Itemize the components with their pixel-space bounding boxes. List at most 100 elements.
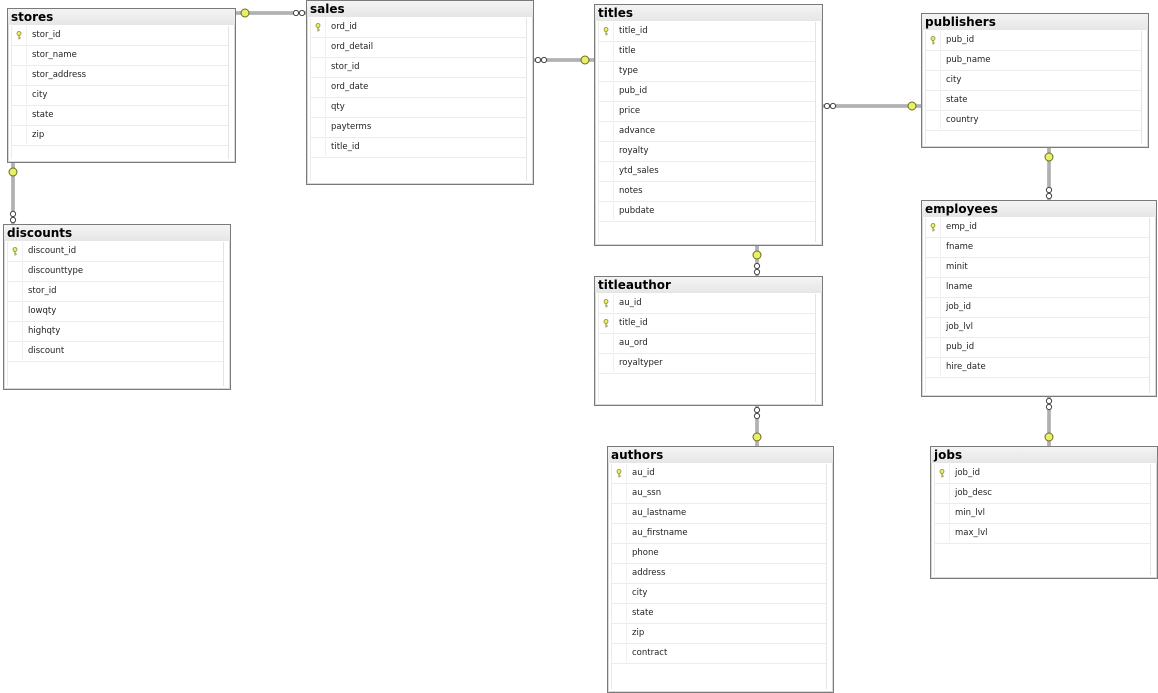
table-title[interactable]: stores [8,9,235,25]
table-title[interactable]: jobs [931,447,1157,463]
row-selector[interactable] [599,42,614,60]
column-row[interactable]: title_id [599,314,815,334]
column-row[interactable]: au_ord [599,334,815,354]
column-row[interactable]: state [926,91,1141,111]
column-row[interactable]: payterms [311,118,526,138]
row-selector[interactable] [599,314,614,332]
column-row[interactable]: address [612,564,826,584]
column-row[interactable]: job_lvl [926,318,1149,338]
row-selector[interactable] [599,122,614,140]
row-selector[interactable] [8,262,23,280]
row-selector[interactable] [599,82,614,100]
column-row[interactable]: title [599,42,815,62]
table-title[interactable]: discounts [4,225,230,241]
row-selector[interactable] [926,258,941,276]
row-selector[interactable] [926,318,941,336]
row-selector[interactable] [926,91,941,109]
row-selector[interactable] [599,334,614,352]
column-row[interactable]: type [599,62,815,82]
row-selector[interactable] [311,78,326,96]
column-row[interactable]: title_id [599,22,815,42]
row-selector[interactable] [599,182,614,200]
row-selector[interactable] [926,278,941,296]
column-row[interactable]: zip [612,624,826,644]
column-row[interactable]: highqty [8,322,223,342]
relationship-authors-titleauthor[interactable] [752,406,762,446]
row-selector[interactable] [599,22,614,40]
column-row[interactable]: pub_id [926,338,1149,358]
row-selector[interactable] [612,624,627,642]
column-row[interactable]: job_id [926,298,1149,318]
column-row[interactable]: country [926,111,1141,131]
row-selector[interactable] [935,524,950,542]
row-selector[interactable] [612,464,627,482]
row-selector[interactable] [8,282,23,300]
column-row[interactable]: state [12,106,228,126]
column-row[interactable]: city [612,584,826,604]
row-selector[interactable] [599,102,614,120]
row-selector[interactable] [8,322,23,340]
column-row[interactable]: max_lvl [935,524,1150,544]
row-selector[interactable] [599,162,614,180]
column-row[interactable]: ytd_sales [599,162,815,182]
table-titleauthor[interactable]: titleauthor au_id title_id au_ord royaltyper [594,276,823,406]
row-selector[interactable] [12,126,27,144]
column-row[interactable]: discount_id [8,242,223,262]
row-selector[interactable] [926,218,941,236]
column-row[interactable]: ord_id [311,18,526,38]
column-row[interactable]: lowqty [8,302,223,322]
row-selector[interactable] [311,98,326,116]
row-selector[interactable] [612,504,627,522]
table-sales[interactable]: sales ord_id ord_detail stor_id ord_date qty p… [306,0,534,185]
column-row[interactable]: minit [926,258,1149,278]
row-selector[interactable] [926,71,941,89]
column-row[interactable]: stor_address [12,66,228,86]
column-row[interactable]: au_id [612,464,826,484]
column-row[interactable]: pub_id [599,82,815,102]
column-row[interactable]: min_lvl [935,504,1150,524]
row-selector[interactable] [926,51,941,69]
row-selector[interactable] [8,342,23,360]
relationship-jobs-employees[interactable] [1044,397,1054,446]
row-selector[interactable] [8,302,23,320]
column-row[interactable]: au_lastname [612,504,826,524]
column-row[interactable]: title_id [311,138,526,158]
row-selector[interactable] [311,38,326,56]
column-row[interactable]: zip [12,126,228,146]
row-selector[interactable] [612,644,627,662]
column-row[interactable]: phone [612,544,826,564]
relationship-titles-sales[interactable] [534,55,594,65]
column-row[interactable]: job_desc [935,484,1150,504]
table-employees[interactable]: employees emp_id fname minit lname job_id job_… [921,200,1157,397]
table-title[interactable]: publishers [922,14,1148,30]
row-selector[interactable] [612,604,627,622]
relationship-publishers-titles[interactable] [823,101,921,111]
column-row[interactable]: city [926,71,1141,91]
column-row[interactable]: au_ssn [612,484,826,504]
row-selector[interactable] [12,86,27,104]
row-selector[interactable] [612,564,627,582]
column-row[interactable]: ord_detail [311,38,526,58]
row-selector[interactable] [12,46,27,64]
row-selector[interactable] [926,298,941,316]
column-row[interactable]: pub_id [926,31,1141,51]
row-selector[interactable] [926,238,941,256]
column-row[interactable]: lname [926,278,1149,298]
column-row[interactable]: stor_id [8,282,223,302]
row-selector[interactable] [8,242,23,260]
column-row[interactable]: notes [599,182,815,202]
column-row[interactable]: state [612,604,826,624]
column-row[interactable]: hire_date [926,358,1149,378]
column-row[interactable]: emp_id [926,218,1149,238]
table-title[interactable]: authors [608,447,833,463]
row-selector[interactable] [612,484,627,502]
row-selector[interactable] [599,294,614,312]
column-row[interactable]: discounttype [8,262,223,282]
row-selector[interactable] [311,138,326,156]
row-selector[interactable] [935,504,950,522]
row-selector[interactable] [599,142,614,160]
relationship-stores-discounts[interactable] [8,163,18,224]
table-publishers[interactable]: publishers pub_id pub_name city state country [921,13,1149,148]
row-selector[interactable] [311,58,326,76]
row-selector[interactable] [612,544,627,562]
